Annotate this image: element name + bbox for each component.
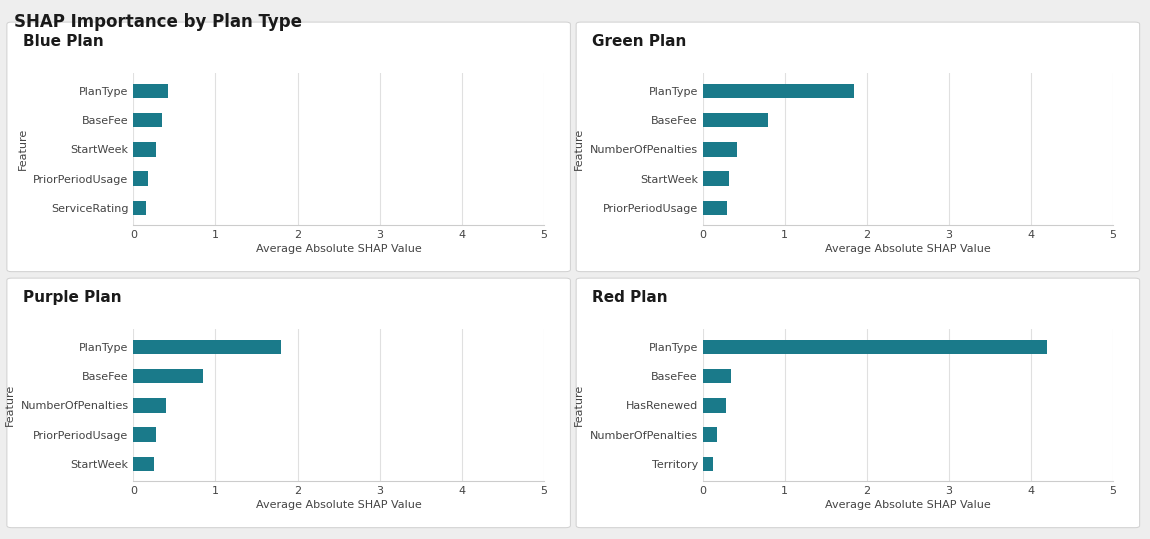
X-axis label: Average Absolute SHAP Value: Average Absolute SHAP Value	[825, 500, 990, 510]
Y-axis label: Feature: Feature	[574, 128, 584, 170]
Bar	[703, 84, 854, 98]
Bar	[703, 201, 727, 215]
Bar	[133, 113, 162, 127]
Text: SHAP Importance by Plan Type: SHAP Importance by Plan Type	[14, 13, 301, 31]
Text: Purple Plan: Purple Plan	[23, 290, 122, 305]
Bar	[703, 427, 718, 442]
X-axis label: Average Absolute SHAP Value: Average Absolute SHAP Value	[825, 244, 990, 254]
Bar	[703, 398, 726, 413]
Bar	[133, 457, 154, 471]
Bar	[703, 142, 737, 157]
Text: Red Plan: Red Plan	[592, 290, 668, 305]
Bar	[133, 340, 281, 354]
Bar	[133, 171, 148, 186]
Y-axis label: Feature: Feature	[574, 384, 584, 426]
Bar	[133, 84, 168, 98]
X-axis label: Average Absolute SHAP Value: Average Absolute SHAP Value	[255, 244, 421, 254]
Bar	[133, 201, 146, 215]
Bar	[703, 171, 729, 186]
Y-axis label: Feature: Feature	[17, 128, 28, 170]
Text: Green Plan: Green Plan	[592, 34, 687, 49]
X-axis label: Average Absolute SHAP Value: Average Absolute SHAP Value	[255, 500, 421, 510]
Bar	[133, 369, 204, 383]
Y-axis label: Feature: Feature	[5, 384, 15, 426]
Bar	[133, 398, 167, 413]
Bar	[703, 340, 1048, 354]
Text: Blue Plan: Blue Plan	[23, 34, 103, 49]
Bar	[703, 369, 731, 383]
Bar	[133, 427, 156, 442]
Bar	[703, 457, 713, 471]
Bar	[133, 142, 156, 157]
Bar	[703, 113, 768, 127]
